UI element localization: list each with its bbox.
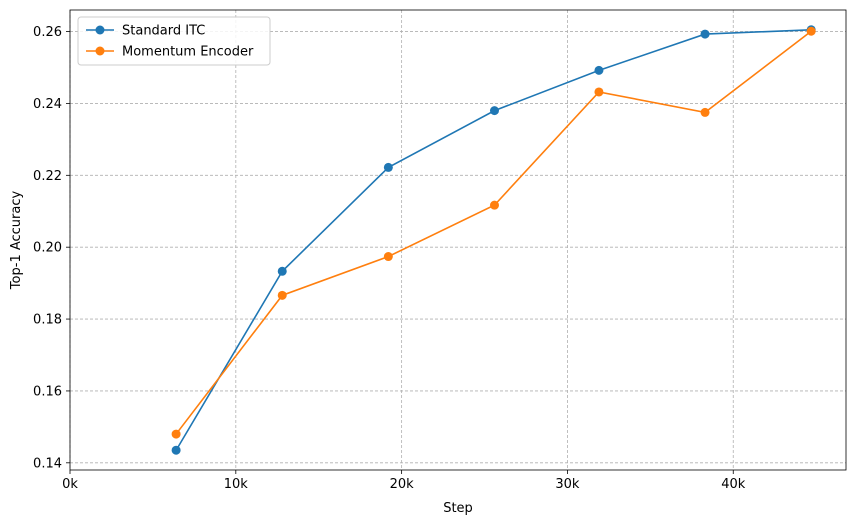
x-tick-label: 10k <box>224 477 249 492</box>
x-tick-label: 30k <box>555 477 580 492</box>
y-tick-label: 0.22 <box>33 169 62 184</box>
legend-marker <box>95 25 105 35</box>
plot-frame <box>69 9 847 471</box>
data-point-series-2 <box>700 107 710 117</box>
y-tick-label: 0.14 <box>33 456 62 471</box>
x-axis-label: Step <box>443 501 473 516</box>
legend: Standard ITC Momentum Encoder <box>77 16 271 66</box>
data-point-series-2 <box>383 252 393 262</box>
series-line-1 <box>175 28 812 451</box>
x-axis: 0k 10k 20k 30k 40k <box>62 470 746 492</box>
x-tick-label: 20k <box>390 477 415 492</box>
data-point-series-1 <box>700 29 710 39</box>
y-tick-label: 0.20 <box>33 241 62 256</box>
data-point-series-1 <box>171 445 181 455</box>
data-point-series-1 <box>277 266 287 276</box>
legend-entry: Standard ITC <box>122 24 205 39</box>
data-point-series-1 <box>594 65 604 75</box>
data-point-series-1 <box>489 106 499 116</box>
y-axis-label: Top-1 Accuracy <box>9 191 24 291</box>
x-tick-label: 40k <box>721 477 746 492</box>
y-axis: 0.14 0.16 0.18 0.20 0.22 0.24 0.26 <box>33 25 70 471</box>
grid <box>69 10 846 470</box>
data-point-series-2 <box>171 429 181 439</box>
data-point-series-1 <box>383 162 393 172</box>
data-point-series-2 <box>277 290 287 300</box>
data-point-series-2 <box>806 26 816 36</box>
data-point-series-2 <box>594 87 604 97</box>
y-tick-label: 0.16 <box>33 384 62 399</box>
y-tick-label: 0.18 <box>33 313 62 328</box>
series-layer <box>171 25 816 455</box>
y-tick-label: 0.24 <box>33 97 62 112</box>
data-point-series-2 <box>489 200 499 210</box>
legend-box <box>77 16 271 66</box>
legend-entry: Momentum Encoder <box>122 45 254 60</box>
y-tick-label: 0.26 <box>33 25 62 40</box>
series-line-2 <box>175 30 812 435</box>
x-tick-label: 0k <box>62 477 78 492</box>
legend-marker <box>95 46 105 56</box>
